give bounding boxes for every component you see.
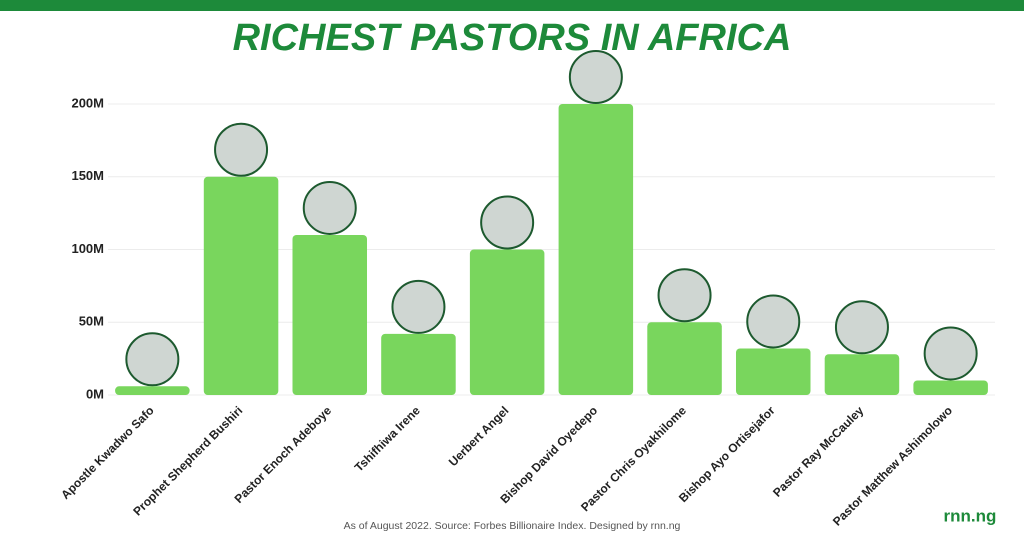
y-tick-label: 50M [79, 314, 104, 329]
avatar [302, 180, 357, 235]
bar [735, 348, 811, 395]
x-tick-label: Pastor Chris Oyakhilome [578, 403, 689, 514]
bar [558, 104, 634, 395]
chart-title: RICHEST PASTORS IN AFRICA [233, 17, 792, 59]
y-tick-label: 200M [71, 95, 104, 110]
x-tick-label: Apostle Kwadwo Safo [58, 403, 157, 502]
avatar [746, 294, 801, 349]
x-tick-label: Bishop David Oyedepo [497, 403, 600, 506]
avatar [125, 332, 180, 387]
footnote: As of August 2022. Source: Forbes Billio… [344, 520, 681, 532]
bar [824, 354, 900, 395]
x-tick-label: Bishop Ayo Ortisejafor [676, 403, 778, 505]
bar [381, 333, 456, 395]
x-tick-label: Pastor Ray McCauley [770, 403, 866, 499]
bar [469, 249, 545, 395]
x-tick-label: Uerbert Angel [446, 403, 512, 469]
bar [292, 234, 368, 395]
bar [913, 380, 988, 395]
top-band [0, 0, 1024, 11]
avatar [657, 268, 712, 323]
avatar [834, 300, 889, 355]
bar [203, 176, 279, 395]
bar [647, 322, 722, 395]
avatar [391, 279, 446, 334]
x-tick-label: Tshifhiwa Irene [352, 403, 423, 474]
avatar [214, 122, 269, 177]
y-tick-label: 150M [71, 168, 104, 183]
logo: rnn.ng [944, 506, 997, 525]
avatar [923, 326, 978, 381]
y-tick-label: 100M [71, 241, 104, 256]
avatar [480, 195, 535, 250]
y-tick-label: 0M [86, 386, 104, 401]
bar [115, 386, 190, 395]
x-tick-label: Pastor Enoch Adeboye [232, 403, 335, 506]
avatar [568, 50, 623, 104]
